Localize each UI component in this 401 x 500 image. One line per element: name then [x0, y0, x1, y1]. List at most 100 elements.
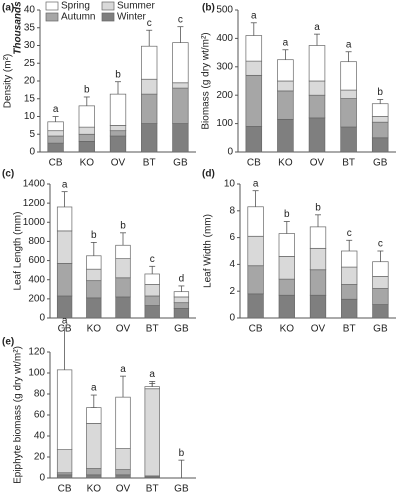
- y-tick-label: 1000: [23, 217, 46, 228]
- x-tick-label: BT: [343, 324, 356, 335]
- y-axis-label: Leaf Length (mm): [13, 212, 24, 291]
- bar-segment: [308, 80, 326, 96]
- bar-segment: [86, 297, 102, 319]
- panel-label: (e): [2, 337, 14, 348]
- y-tick-label: 10: [224, 179, 236, 190]
- bar-segment: [173, 296, 190, 304]
- legend-swatch: [45, 12, 59, 22]
- bar-segment: [309, 226, 327, 249]
- bar-segment: [172, 42, 189, 84]
- legend-label: Winter: [117, 12, 147, 23]
- x-tick-label: GB: [373, 158, 388, 169]
- x-tick-label: CB: [49, 158, 63, 169]
- bar-segment: [173, 302, 190, 309]
- significance-letter: a: [253, 178, 259, 189]
- significance-letter: b: [315, 202, 321, 213]
- y-tick-label: 400: [216, 33, 233, 44]
- bar-segment: [86, 268, 102, 282]
- y-unit-label: Thousands: [13, 1, 24, 55]
- x-tick-label: GB: [373, 324, 388, 335]
- y-tick-label: 0: [39, 313, 45, 324]
- significance-letter: c: [378, 239, 383, 250]
- y-tick-label: 100: [216, 118, 233, 129]
- panel-label: (c): [2, 169, 14, 180]
- y-tick-label: 35: [24, 22, 36, 33]
- bar-segment: [247, 265, 264, 295]
- bar-segment: [86, 407, 102, 424]
- significance-letter: a: [120, 364, 126, 375]
- x-tick-label: BT: [146, 324, 159, 335]
- bar-segment: [308, 117, 326, 153]
- y-tick-label: 800: [28, 236, 45, 247]
- panel-label: (d): [202, 169, 215, 180]
- legend-swatch: [101, 12, 115, 22]
- y-axis-label: Biomass (g dry wt/m²): [201, 32, 212, 129]
- legend-swatch: [45, 1, 59, 11]
- x-tick-label: CB: [247, 158, 261, 169]
- y-tick-label: 4: [229, 259, 235, 270]
- y-tick-label: 0: [227, 147, 233, 158]
- significance-letter: a: [314, 22, 320, 33]
- bar-segment: [115, 474, 131, 479]
- y-tick-label: 120: [28, 347, 45, 358]
- x-tick-label: KO: [278, 158, 293, 169]
- significance-letter: b: [120, 220, 126, 231]
- y-tick-label: 0: [229, 313, 235, 324]
- bar-segment: [56, 263, 73, 297]
- x-tick-label: BT: [342, 158, 355, 169]
- y-tick-label: 80: [34, 389, 46, 400]
- bar-segment: [86, 468, 102, 476]
- bar-segment: [115, 258, 131, 279]
- bar-segment: [56, 474, 73, 479]
- bar-segment: [56, 230, 73, 264]
- x-tick-label: OV: [116, 484, 131, 495]
- bar-segment: [144, 273, 160, 285]
- x-tick-label: BT: [143, 158, 156, 169]
- bar-segment: [115, 277, 131, 298]
- bar-segment: [277, 59, 294, 82]
- y-tick-label: 10: [24, 111, 36, 122]
- bar-segment: [47, 142, 64, 153]
- bar-segment: [78, 133, 95, 142]
- bar-segment: [141, 78, 158, 95]
- bar-segment: [109, 130, 127, 137]
- y-tick-label: 8: [229, 205, 235, 216]
- y-tick-label: 40: [24, 5, 36, 16]
- bar-segment: [144, 284, 160, 297]
- bar-segment: [109, 93, 127, 126]
- bar-segment: [115, 244, 131, 260]
- y-tick-label: 6: [229, 232, 235, 243]
- bar-segment: [372, 288, 389, 305]
- bar-segment: [144, 305, 160, 319]
- bar-segment: [372, 276, 389, 289]
- x-tick-label: KO: [280, 324, 295, 335]
- significance-letter: d: [179, 274, 185, 285]
- bar-segment: [245, 126, 263, 153]
- legend-label: Spring: [61, 1, 90, 12]
- y-tick-label: 1400: [23, 179, 46, 190]
- bar-segment: [86, 255, 102, 270]
- significance-letter: c: [347, 228, 352, 239]
- bar-segment: [172, 123, 189, 153]
- bar-segment: [278, 256, 295, 280]
- bar-segment: [78, 141, 95, 153]
- bar-segment: [86, 280, 102, 299]
- bar-segment: [340, 126, 357, 153]
- legend-swatch: [101, 1, 115, 11]
- bar-segment: [115, 296, 131, 319]
- significance-letter: a: [62, 315, 68, 326]
- bar-segment: [372, 304, 389, 319]
- bar-segment: [278, 278, 295, 296]
- significance-letter: a: [53, 104, 59, 115]
- y-tick-label: 500: [216, 5, 233, 16]
- y-axis-label: Epiphyte biomass (g dry wt/m²): [13, 346, 24, 484]
- y-tick-label: 300: [216, 61, 233, 72]
- bar-segment: [172, 82, 189, 89]
- bar-segment: [341, 250, 358, 268]
- bar-segment: [109, 125, 127, 132]
- y-tick-label: 200: [216, 90, 233, 101]
- bar-segment: [144, 388, 160, 477]
- x-tick-label: OV: [311, 324, 326, 335]
- x-tick-label: CB: [58, 484, 72, 495]
